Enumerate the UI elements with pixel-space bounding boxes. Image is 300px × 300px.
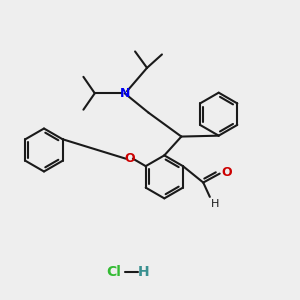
Text: H: H xyxy=(138,266,150,279)
Text: O: O xyxy=(221,166,232,178)
Text: O: O xyxy=(124,152,135,165)
Text: Cl: Cl xyxy=(107,266,122,279)
Text: H: H xyxy=(211,199,219,209)
Text: N: N xyxy=(119,87,130,100)
